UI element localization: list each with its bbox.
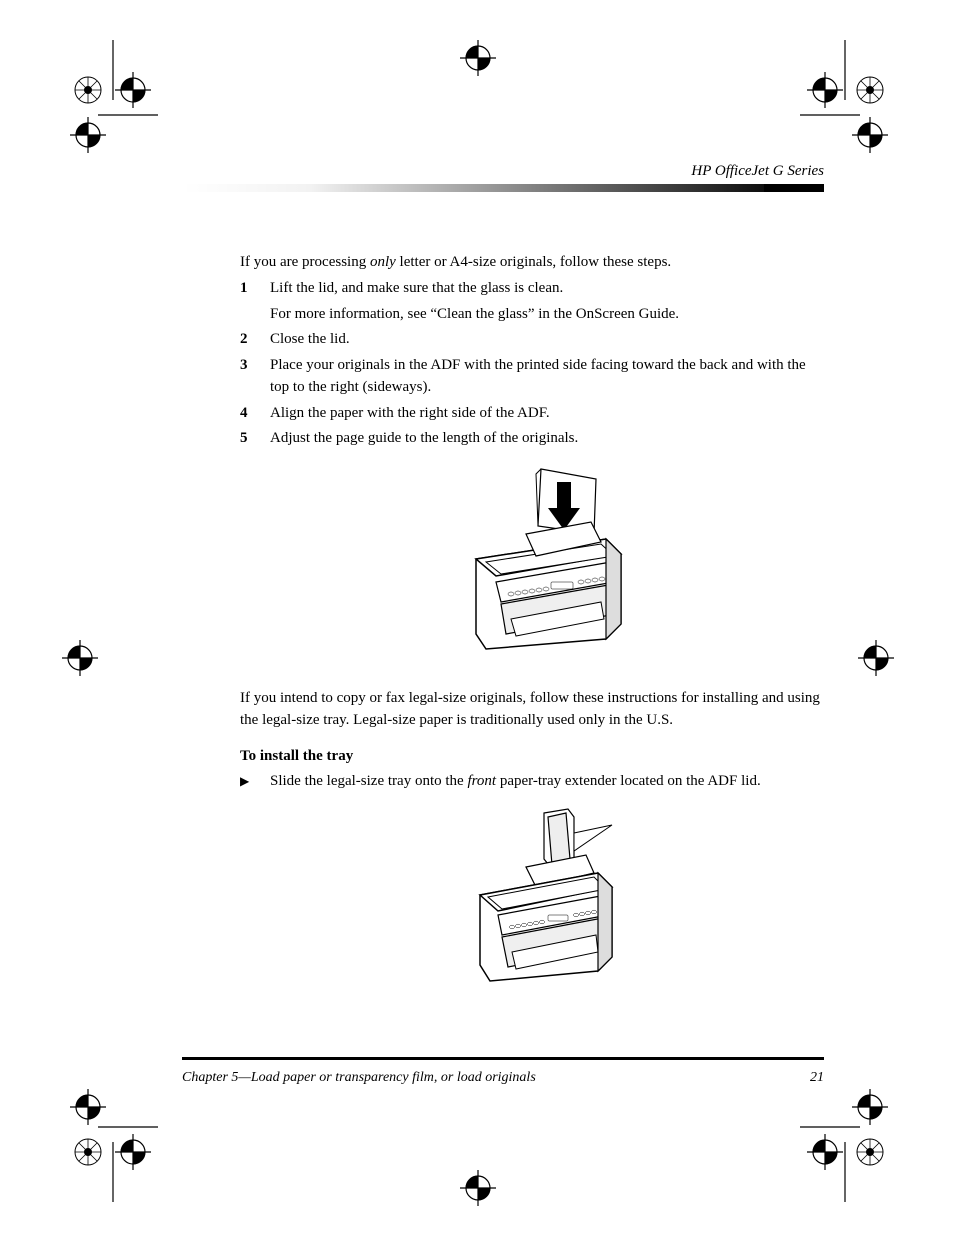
step-item: 5Adjust the page guide to the length of … xyxy=(240,428,822,450)
step-number: 2 xyxy=(240,329,270,351)
crop-mark-bl xyxy=(38,1082,158,1202)
step-text: Place your originals in the ADF with the… xyxy=(270,355,822,399)
step-text: Align the paper with the right side of t… xyxy=(270,403,822,425)
page-content: If you are processing only letter or A4-… xyxy=(240,252,822,1016)
bullet-text: Slide the legal-size tray onto the front… xyxy=(270,771,822,793)
legal-paragraph: If you intend to copy or fax legal-size … xyxy=(240,688,822,732)
product-name: HP OfficeJet G Series xyxy=(691,163,824,179)
crop-mark-tm xyxy=(438,18,518,98)
step-number: 1 xyxy=(240,278,270,326)
header-rule xyxy=(182,184,824,192)
crop-mark-tl xyxy=(38,40,158,160)
crop-mark-mr xyxy=(836,618,916,698)
page-footer: Chapter 5—Load paper or transparency fil… xyxy=(182,1070,824,1086)
crop-mark-tr xyxy=(800,40,920,160)
step-text: Adjust the page guide to the length of t… xyxy=(270,428,822,450)
step-body: Lift the lid, and make sure that the gla… xyxy=(270,278,822,326)
install-tray-heading: To install the tray xyxy=(240,746,822,768)
page-header: HP OfficeJet G Series xyxy=(324,162,824,180)
step-body: Place your originals in the ADF with the… xyxy=(270,355,822,399)
crop-mark-br xyxy=(800,1082,920,1202)
step-body: Close the lid. xyxy=(270,329,822,351)
steps-list: 1Lift the lid, and make sure that the gl… xyxy=(240,278,822,450)
step-item: 4Align the paper with the right side of … xyxy=(240,403,822,425)
triangle-bullet-icon: ▶ xyxy=(240,771,270,793)
footer-page-number: 21 xyxy=(810,1070,824,1086)
intro-paragraph: If you are processing only letter or A4-… xyxy=(240,252,822,274)
step-number: 5 xyxy=(240,428,270,450)
crop-mark-bm xyxy=(438,1148,518,1228)
step-item: 1Lift the lid, and make sure that the gl… xyxy=(240,278,822,326)
crop-mark-ml xyxy=(40,618,120,698)
printer-figure-1 xyxy=(270,464,822,674)
footer-rule xyxy=(182,1057,824,1060)
step-item: 2Close the lid. xyxy=(240,329,822,351)
step-number: 4 xyxy=(240,403,270,425)
step-body: Adjust the page guide to the length of t… xyxy=(270,428,822,450)
step-text: Lift the lid, and make sure that the gla… xyxy=(270,278,822,300)
printer-figure-2 xyxy=(270,807,822,1002)
step-number: 3 xyxy=(240,355,270,399)
bullet-item: ▶ Slide the legal-size tray onto the fro… xyxy=(240,771,822,793)
step-item: 3Place your originals in the ADF with th… xyxy=(240,355,822,399)
footer-chapter: Chapter 5—Load paper or transparency fil… xyxy=(182,1070,536,1086)
step-text: For more information, see “Clean the gla… xyxy=(270,304,822,326)
step-text: Close the lid. xyxy=(270,329,822,351)
step-body: Align the paper with the right side of t… xyxy=(270,403,822,425)
